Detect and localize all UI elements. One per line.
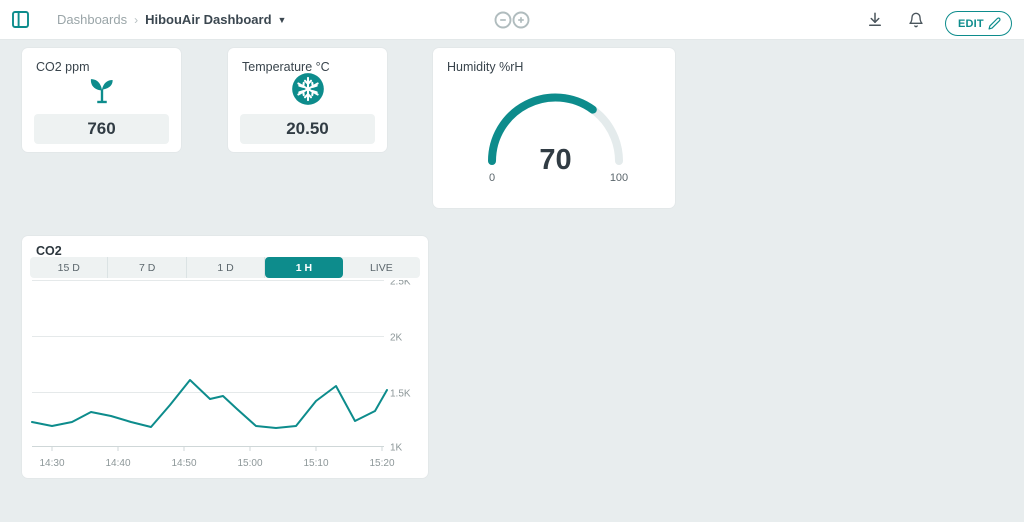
- svg-text:100: 100: [610, 172, 628, 184]
- svg-text:14:30: 14:30: [39, 458, 64, 469]
- svg-text:2K: 2K: [390, 333, 403, 344]
- svg-text:70: 70: [539, 144, 571, 176]
- svg-text:14:50: 14:50: [171, 458, 196, 469]
- svg-text:1.5K: 1.5K: [390, 389, 411, 400]
- svg-text:15:10: 15:10: [303, 458, 328, 469]
- svg-text:2.5K: 2.5K: [390, 280, 411, 288]
- svg-text:15:00: 15:00: [237, 458, 262, 469]
- svg-text:14:40: 14:40: [105, 458, 130, 469]
- svg-text:1K: 1K: [390, 443, 403, 454]
- svg-text:15:20: 15:20: [369, 458, 394, 469]
- svg-text:0: 0: [489, 172, 495, 184]
